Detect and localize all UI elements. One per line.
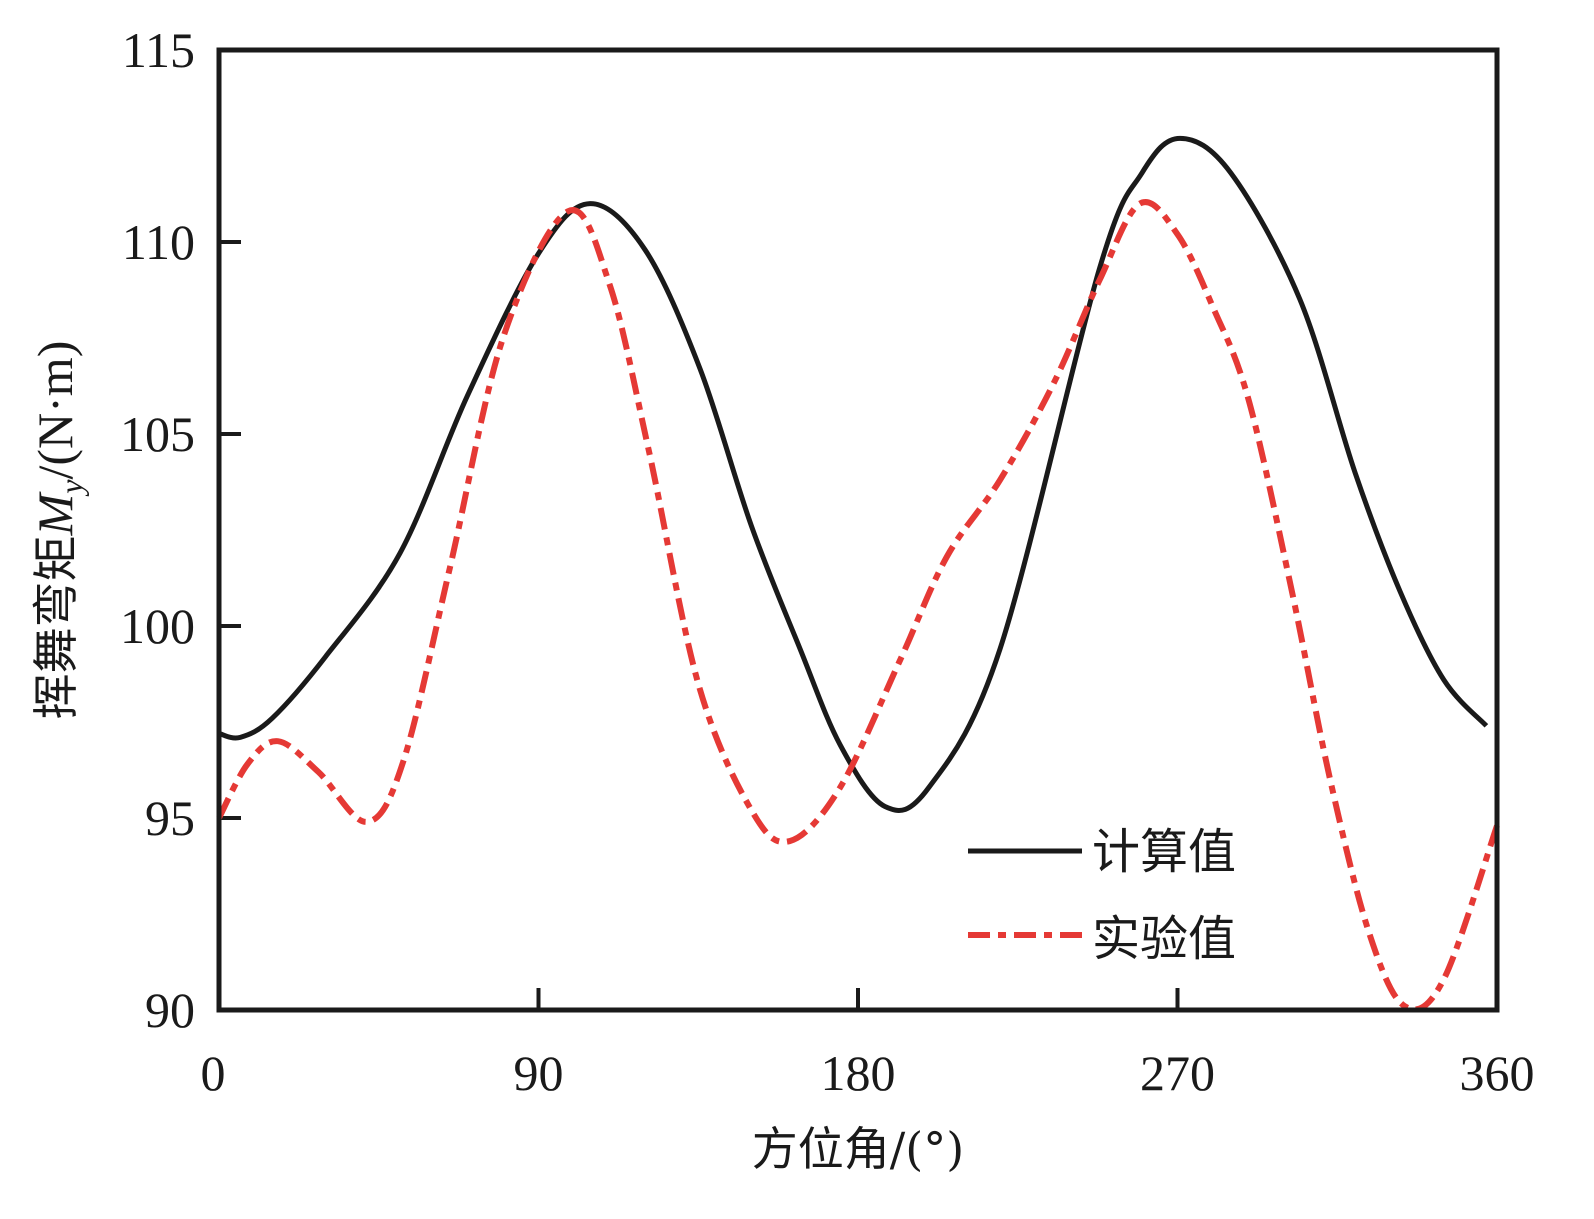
- y-tick-label: 90: [145, 982, 195, 1038]
- x-tick-label: 180: [821, 1045, 896, 1101]
- series-line-calculated: [218, 135, 1489, 813]
- y-tick-labels: 90 95 100 105 110 115: [120, 22, 195, 1038]
- series-line-experimental: [216, 199, 1500, 1013]
- x-axis-label: 方位角/(°): [752, 1122, 964, 1176]
- y-tick-label: 100: [120, 598, 195, 654]
- legend-label-calculated: 计算值: [1092, 824, 1236, 880]
- y-axis-label: 挥舞弯矩My/(N·m): [27, 341, 89, 720]
- x-tick-label: 360: [1460, 1045, 1535, 1101]
- y-tick-label: 115: [122, 22, 195, 78]
- x-tick-labels: 0 90 180 270 360: [201, 1045, 1535, 1101]
- x-tick-label: 90: [514, 1045, 564, 1101]
- x-tick-label: 270: [1140, 1045, 1215, 1101]
- y-axis-label-unit: /(N·m): [27, 341, 83, 480]
- series-layer: [216, 135, 1500, 1013]
- plot-frame: [216, 47, 1500, 1013]
- y-tick-label: 105: [120, 406, 195, 462]
- y-tick-label: 95: [145, 790, 195, 846]
- y-axis-label-subscript: y: [53, 479, 89, 497]
- legend: 计算值 实验值: [968, 824, 1236, 967]
- y-tick-label: 110: [122, 214, 195, 270]
- legend-label-experimental: 实验值: [1092, 911, 1236, 967]
- y-axis-label-symbol: M: [27, 491, 83, 536]
- x-tick-label: 0: [201, 1045, 226, 1101]
- y-axis-label-prefix: 挥舞弯矩: [29, 535, 83, 719]
